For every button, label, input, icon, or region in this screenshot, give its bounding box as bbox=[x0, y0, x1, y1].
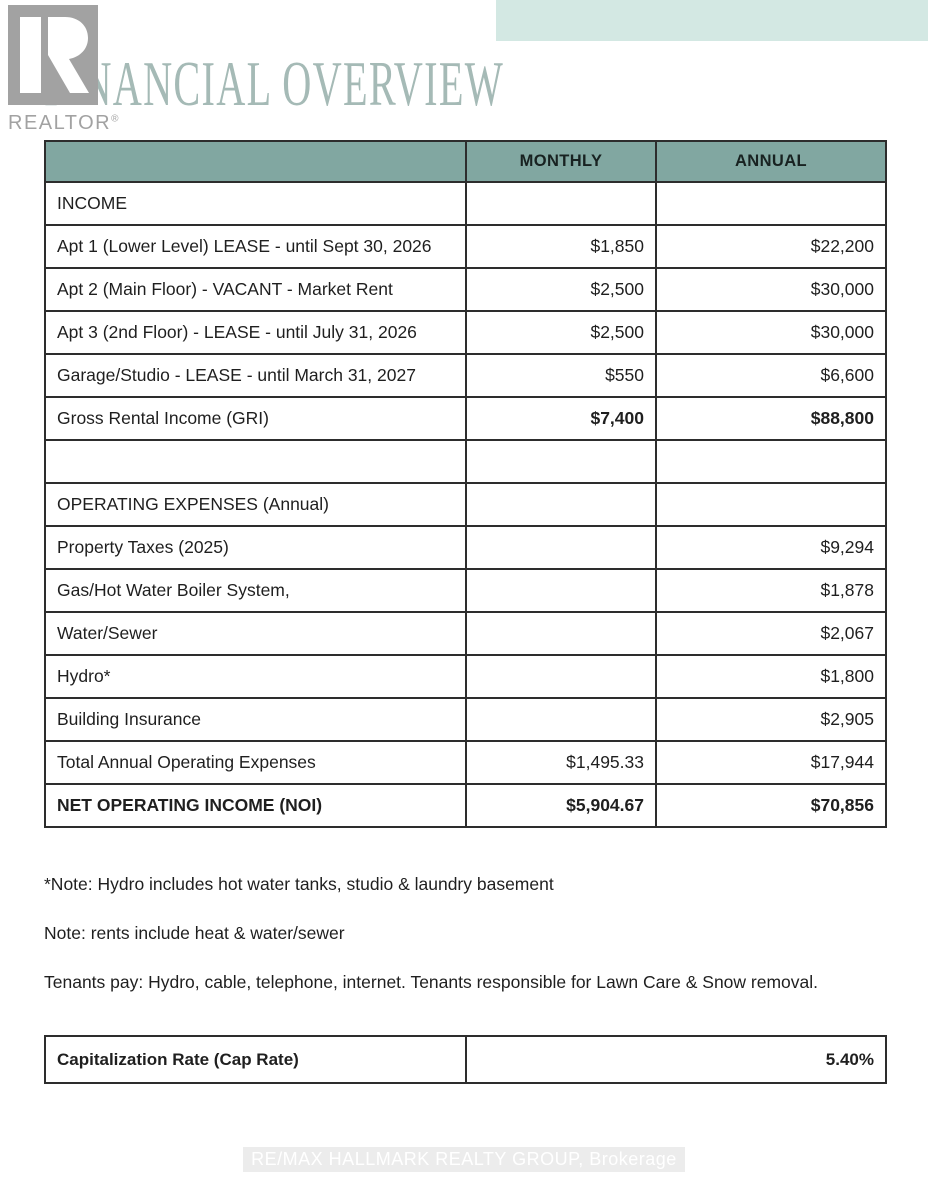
financial-table-body: INCOME Apt 1 (Lower Level) LEASE - until… bbox=[44, 181, 887, 828]
page-title-text: FINANCIAL OVERVIEW bbox=[44, 50, 504, 119]
row-monthly-cell: $2,500 bbox=[465, 267, 657, 312]
table-row: Apt 2 (Main Floor) - VACANT - Market Ren… bbox=[44, 267, 887, 312]
row-label-cell bbox=[44, 439, 467, 484]
row-label-cell: Water/Sewer bbox=[44, 611, 467, 656]
row-label-cell: Apt 3 (2nd Floor) - LEASE - until July 3… bbox=[44, 310, 467, 355]
table-row: Total Annual Operating Expenses $1,495.3… bbox=[44, 740, 887, 785]
row-monthly-cell bbox=[465, 181, 657, 226]
table-row: OPERATING EXPENSES (Annual) bbox=[44, 482, 887, 527]
row-label-cell: Property Taxes (2025) bbox=[44, 525, 467, 570]
table-row: Garage/Studio - LEASE - until March 31, … bbox=[44, 353, 887, 398]
row-annual-cell: $30,000 bbox=[655, 310, 887, 355]
realtor-wordmark-text: REALTOR bbox=[8, 112, 112, 134]
row-annual-cell: $2,905 bbox=[655, 697, 887, 742]
page-title: FINANCIAL OVERVIEW bbox=[44, 50, 504, 119]
row-label-cell: Hydro* bbox=[44, 654, 467, 699]
row-monthly-cell: $2,500 bbox=[465, 310, 657, 355]
row-annual-cell: $1,800 bbox=[655, 654, 887, 699]
realtor-logo: REALTOR® bbox=[8, 5, 128, 135]
row-annual-cell bbox=[655, 181, 887, 226]
table-row: NET OPERATING INCOME (NOI) $5,904.67 $70… bbox=[44, 783, 887, 828]
row-label-cell: Gas/Hot Water Boiler System, bbox=[44, 568, 467, 613]
row-annual-cell: $6,600 bbox=[655, 353, 887, 398]
note-rents: Note: rents include heat & water/sewer bbox=[44, 923, 345, 943]
notes-section: *Note: Hydro includes hot water tanks, s… bbox=[44, 874, 904, 1021]
row-label-cell: Apt 2 (Main Floor) - VACANT - Market Ren… bbox=[44, 267, 467, 312]
row-monthly-cell: $1,495.33 bbox=[465, 740, 657, 785]
table-row: Gas/Hot Water Boiler System, $1,878 bbox=[44, 568, 887, 613]
note-tenants: Tenants pay: Hydro, cable, telephone, in… bbox=[44, 972, 819, 992]
row-annual-cell: $88,800 bbox=[655, 396, 887, 441]
row-monthly-cell bbox=[465, 697, 657, 742]
row-monthly-cell bbox=[465, 568, 657, 613]
row-label-cell: Total Annual Operating Expenses bbox=[44, 740, 467, 785]
registered-trademark-symbol: ® bbox=[111, 113, 120, 125]
header-cell-blank bbox=[44, 140, 467, 183]
row-label-cell: Garage/Studio - LEASE - until March 31, … bbox=[44, 353, 467, 398]
row-annual-cell: $30,000 bbox=[655, 267, 887, 312]
financial-table: MONTHLY ANNUAL INCOME Apt 1 (Lower Level… bbox=[44, 140, 887, 828]
row-monthly-cell: $5,904.67 bbox=[465, 783, 657, 828]
row-monthly-cell bbox=[465, 482, 657, 527]
table-row: Building Insurance $2,905 bbox=[44, 697, 887, 742]
row-annual-cell: $9,294 bbox=[655, 525, 887, 570]
cap-rate-row: Capitalization Rate (Cap Rate) 5.40% bbox=[44, 1035, 887, 1084]
row-label-cell: Building Insurance bbox=[44, 697, 467, 742]
row-annual-cell: $2,067 bbox=[655, 611, 887, 656]
row-monthly-cell bbox=[465, 654, 657, 699]
row-annual-cell: $17,944 bbox=[655, 740, 887, 785]
cap-rate-table-inner: Capitalization Rate (Cap Rate) 5.40% bbox=[44, 1035, 887, 1084]
row-annual-cell bbox=[655, 482, 887, 527]
cap-rate-label: Capitalization Rate (Cap Rate) bbox=[44, 1035, 467, 1084]
footer: RE/MAX HALLMARK REALTY GROUP, Brokerage bbox=[0, 1147, 928, 1172]
note-hydro: *Note: Hydro includes hot water tanks, s… bbox=[44, 874, 554, 894]
row-monthly-cell bbox=[465, 525, 657, 570]
table-row: Apt 1 (Lower Level) LEASE - until Sept 3… bbox=[44, 224, 887, 269]
realtor-block-r-icon bbox=[8, 5, 98, 105]
row-monthly-cell: $550 bbox=[465, 353, 657, 398]
financial-overview-table: MONTHLY ANNUAL INCOME Apt 1 (Lower Level… bbox=[44, 140, 887, 828]
table-header-row: MONTHLY ANNUAL bbox=[44, 140, 887, 183]
row-label-cell: OPERATING EXPENSES (Annual) bbox=[44, 482, 467, 527]
cap-rate-value: 5.40% bbox=[465, 1035, 887, 1084]
row-label-cell: NET OPERATING INCOME (NOI) bbox=[44, 783, 467, 828]
cap-rate-table: Capitalization Rate (Cap Rate) 5.40% bbox=[44, 1035, 887, 1084]
brokerage-name: RE/MAX HALLMARK REALTY GROUP, Brokerage bbox=[243, 1147, 685, 1172]
table-row: Hydro* $1,800 bbox=[44, 654, 887, 699]
header-cell-monthly: MONTHLY bbox=[465, 140, 657, 183]
row-annual-cell: $22,200 bbox=[655, 224, 887, 269]
row-annual-cell bbox=[655, 439, 887, 484]
row-label-cell: INCOME bbox=[44, 181, 467, 226]
row-monthly-cell bbox=[465, 439, 657, 484]
row-annual-cell: $1,878 bbox=[655, 568, 887, 613]
row-monthly-cell: $1,850 bbox=[465, 224, 657, 269]
row-label-cell: Gross Rental Income (GRI) bbox=[44, 396, 467, 441]
realtor-wordmark: REALTOR® bbox=[8, 112, 128, 135]
header-cell-annual: ANNUAL bbox=[655, 140, 887, 183]
row-monthly-cell: $7,400 bbox=[465, 396, 657, 441]
table-row: Apt 3 (2nd Floor) - LEASE - until July 3… bbox=[44, 310, 887, 355]
row-monthly-cell bbox=[465, 611, 657, 656]
table-row: Gross Rental Income (GRI) $7,400 $88,800 bbox=[44, 396, 887, 441]
table-row: INCOME bbox=[44, 181, 887, 226]
row-annual-cell: $70,856 bbox=[655, 783, 887, 828]
table-row bbox=[44, 439, 887, 484]
row-label-cell: Apt 1 (Lower Level) LEASE - until Sept 3… bbox=[44, 224, 467, 269]
accent-banner bbox=[496, 0, 928, 41]
table-row: Property Taxes (2025) $9,294 bbox=[44, 525, 887, 570]
table-row: Water/Sewer $2,067 bbox=[44, 611, 887, 656]
